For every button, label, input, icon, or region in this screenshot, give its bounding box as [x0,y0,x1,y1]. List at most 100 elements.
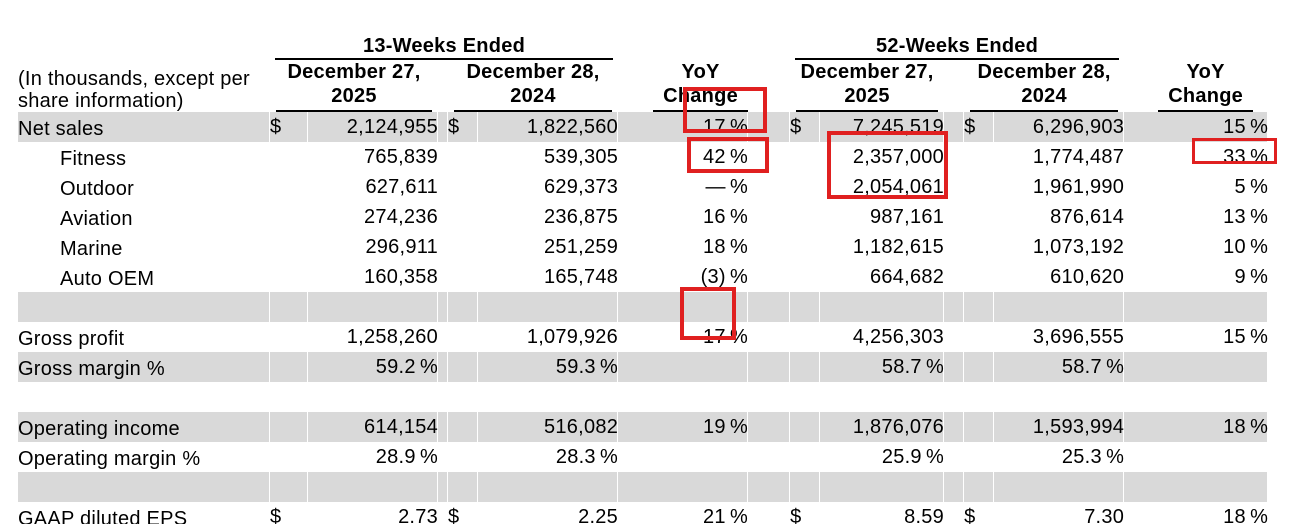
table-row [18,292,1269,322]
table-row: Operating margin % 28.9 % 28.3 % 25.9 % … [18,442,1268,472]
row-label [18,472,270,502]
value-13wk-2024: 629,373 [544,176,619,198]
yoy-change-52wk: 33 % [1223,146,1269,168]
units-caption-line1: (In thousands, except per [18,68,250,90]
currency-symbol-13wk-2024 [448,232,478,262]
currency-symbol-52wk-2024 [964,382,994,412]
value-13wk-2024: 2.25 [578,506,619,524]
currency-symbol-52wk-2024: $ [964,506,976,524]
currency-symbol-52wk-2025 [790,352,821,382]
spacer-cell [748,112,791,142]
spacer-cell [944,382,964,412]
spacer-cell [748,442,790,472]
value-13wk-2025: 765,839 [363,146,438,168]
row-label: Gross profit [18,328,125,350]
yoy-change-13wk: 42 % [703,146,749,168]
spacer-cell [944,412,965,442]
currency-symbol-52wk-2024 [964,142,994,172]
currency-symbol-52wk-2025 [790,382,820,412]
currency-symbol-13wk-2025 [270,472,308,502]
table-row: Net sales $ 2,124,955 $ 1,822,560 17 % $… [18,112,1269,142]
value-52wk-2024: 58.7 % [994,352,1125,382]
currency-symbol-52wk-2024 [964,262,994,292]
currency-symbol-52wk-2025 [790,322,820,352]
yoy-change-13wk: 18 % [703,236,749,258]
currency-symbol-13wk-2025 [270,322,308,352]
currency-symbol-13wk-2025 [270,352,308,382]
row-label: Marine [60,238,123,260]
spacer-cell [1124,8,1268,60]
yoy-change-52wk: 10 % [1223,236,1269,258]
row-label: Outdoor [60,178,135,200]
yoy-change-52wk: 15 % [1124,112,1269,142]
yoy-change-13wk [618,352,749,382]
value-13wk-2025 [308,292,438,322]
value-52wk-2024: 7.30 [1084,506,1125,524]
table-row [18,382,1268,412]
spacer-cell [944,322,964,352]
table-body: Net sales $ 2,124,955 $ 1,822,560 17 % $… [18,112,1269,524]
col-header-13wk-yoy-change: YoY Change [618,60,749,112]
value-13wk-2024 [478,472,619,502]
currency-symbol-13wk-2025 [270,202,308,232]
spacer-cell [748,202,790,232]
spacer-cell [944,202,964,232]
value-13wk-2024: 28.3 % [555,446,619,468]
spacer-cell [944,112,965,142]
spacer-cell [944,60,964,112]
spacer-cell [748,232,790,262]
currency-symbol-13wk-2024 [448,352,478,382]
yoy-change-13wk: 17 % [703,326,749,348]
value-13wk-2024: 236,875 [544,206,619,228]
table-row: Gross profit 1,258,260 1,079,926 17 % 4,… [18,322,1268,352]
value-13wk-2024 [478,292,619,322]
spacer-cell [438,382,448,412]
value-52wk-2024: 876,614 [1050,206,1125,228]
yoy-change-52wk [1124,442,1268,472]
currency-symbol-52wk-2024 [964,412,995,442]
spacer-cell [748,292,791,322]
currency-symbol-52wk-2024 [964,442,994,472]
yoy-change-13wk [618,292,749,322]
currency-symbol-13wk-2024 [448,142,478,172]
spacer-cell [748,142,790,172]
value-13wk-2024 [478,382,618,412]
yoy-change-13wk: 16 % [703,206,749,228]
value-13wk-2025 [308,382,438,412]
currency-symbol-52wk-2024 [964,292,995,322]
spacer-cell [438,202,448,232]
currency-symbol-13wk-2024: $ [448,112,478,142]
yoy-change-52wk: 18 % [1223,506,1269,524]
yoy-change-13wk [618,472,749,502]
currency-symbol-52wk-2025 [790,142,820,172]
value-52wk-2025 [820,382,944,412]
currency-symbol-52wk-2024 [964,232,994,262]
spacer-cell [748,172,790,202]
spacer-cell [748,472,791,502]
value-13wk-2025: 28.9 % [375,446,438,468]
value-13wk-2025: 274,236 [363,206,438,228]
value-13wk-2025: 2.73 [398,506,438,524]
spacer-cell [944,232,964,262]
col-group-52-weeks: 52-Weeks Ended [790,8,1124,60]
currency-symbol-52wk-2024 [964,202,994,232]
spacer-cell [438,412,448,442]
spacer-cell [438,352,448,382]
currency-symbol-52wk-2025 [790,292,821,322]
yoy-change-13wk: 21 % [703,506,749,524]
currency-symbol-52wk-2025 [790,472,821,502]
col-group-13-weeks: 13-Weeks Ended [270,8,618,60]
spacer-cell [748,60,790,112]
col-header-52wk-2024: December 28, 2024 [964,60,1124,112]
yoy-change-52wk: 18 % [1124,412,1269,442]
value-13wk-2024: 1,822,560 [478,112,619,142]
row-label: Net sales [18,112,270,142]
row-label: Operating margin % [18,448,201,470]
spacer-cell [438,172,448,202]
currency-symbol-13wk-2025 [270,412,308,442]
yoy-change-13wk [618,442,748,472]
currency-symbol-52wk-2025: $ [790,112,821,142]
col-header-13wk-2025: December 27, 2025 [270,60,438,112]
spacer-cell [944,292,965,322]
yoy-change-52wk: 13 % [1223,206,1269,228]
